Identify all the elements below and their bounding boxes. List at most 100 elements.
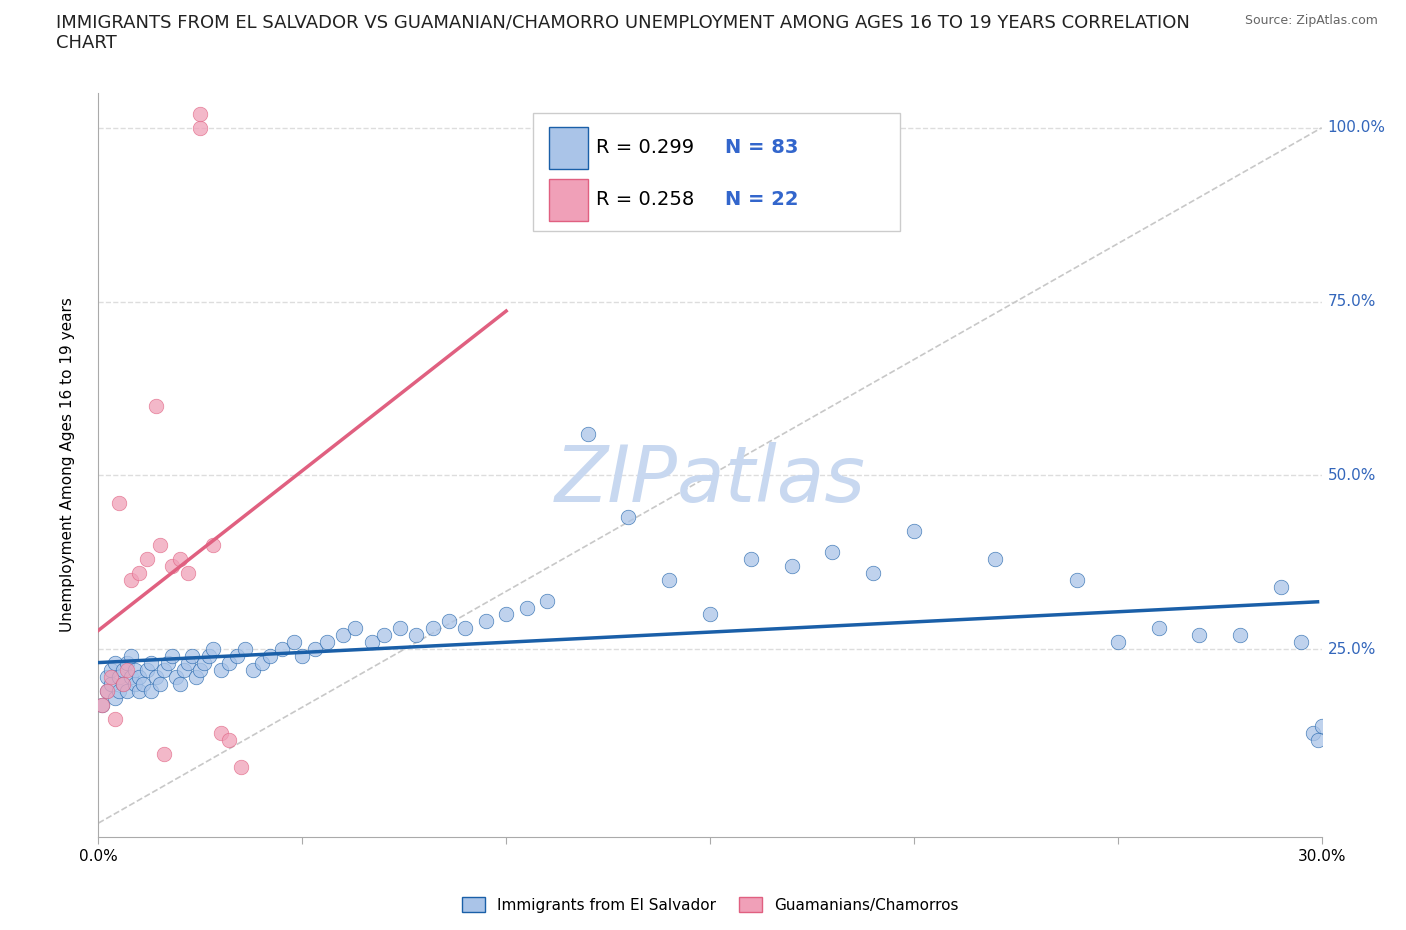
Point	[115, 663, 138, 678]
Point	[1291, 635, 1313, 650]
Point	[862, 565, 884, 580]
Point	[1302, 725, 1324, 740]
Point	[231, 760, 253, 775]
Point	[1066, 572, 1088, 587]
Point	[141, 656, 163, 671]
Text: IMMIGRANTS FROM EL SALVADOR VS GUAMANIAN/CHAMORRO UNEMPLOYMENT AMONG AGES 16 TO : IMMIGRANTS FROM EL SALVADOR VS GUAMANIAN…	[56, 14, 1189, 32]
Point	[536, 593, 558, 608]
Point	[128, 684, 150, 698]
Point	[699, 607, 721, 622]
Point	[132, 677, 155, 692]
Point	[145, 398, 167, 413]
Point	[186, 670, 208, 684]
Point	[1147, 621, 1170, 636]
Point	[233, 642, 256, 657]
Point	[128, 670, 150, 684]
FancyBboxPatch shape	[548, 179, 588, 221]
Point	[218, 656, 240, 671]
Point	[1270, 579, 1292, 594]
Point	[128, 565, 150, 580]
Point	[740, 551, 762, 566]
Text: Source: ZipAtlas.com: Source: ZipAtlas.com	[1244, 14, 1378, 27]
Point	[360, 635, 382, 650]
Point	[152, 746, 174, 761]
Point	[218, 732, 240, 747]
Point	[270, 642, 294, 657]
Point	[209, 663, 232, 678]
Point	[124, 677, 146, 692]
Point	[405, 628, 427, 643]
Point	[332, 628, 354, 643]
Text: 75.0%: 75.0%	[1327, 294, 1376, 309]
Point	[1229, 628, 1251, 643]
Text: ZIPatlas: ZIPatlas	[554, 442, 866, 518]
Point	[193, 656, 215, 671]
Point	[100, 663, 122, 678]
Text: 50.0%: 50.0%	[1327, 468, 1376, 483]
Point	[1306, 732, 1329, 747]
FancyBboxPatch shape	[533, 113, 900, 231]
Legend: Immigrants from El Salvador, Guamanians/Chamorros: Immigrants from El Salvador, Guamanians/…	[461, 897, 959, 912]
Point	[197, 649, 219, 664]
Point	[315, 635, 337, 650]
Point	[250, 656, 273, 671]
Point	[115, 684, 138, 698]
Point	[291, 649, 314, 664]
Point	[160, 649, 183, 664]
Point	[145, 670, 167, 684]
Point	[242, 663, 264, 678]
Point	[149, 538, 172, 552]
Point	[115, 656, 138, 671]
Text: 100.0%: 100.0%	[1327, 120, 1386, 135]
Text: R = 0.258: R = 0.258	[596, 190, 695, 209]
Point	[173, 663, 195, 678]
Point	[169, 677, 191, 692]
Point	[188, 663, 212, 678]
Point	[96, 684, 118, 698]
Point	[156, 656, 179, 671]
FancyBboxPatch shape	[548, 127, 588, 169]
Point	[177, 565, 200, 580]
Point	[108, 496, 131, 511]
Point	[96, 670, 118, 684]
Point	[188, 106, 212, 121]
Point	[283, 635, 305, 650]
Point	[437, 614, 460, 629]
Point	[821, 544, 844, 559]
Point	[111, 677, 134, 692]
Point	[209, 725, 232, 740]
Point	[104, 711, 127, 726]
Point	[120, 670, 142, 684]
Point	[136, 663, 159, 678]
Text: N = 22: N = 22	[724, 190, 799, 209]
Point	[617, 510, 640, 525]
Point	[96, 684, 118, 698]
Point	[201, 642, 224, 657]
Text: R = 0.299: R = 0.299	[596, 138, 695, 157]
Point	[160, 558, 183, 573]
Point	[259, 649, 281, 664]
Y-axis label: Unemployment Among Ages 16 to 19 years: Unemployment Among Ages 16 to 19 years	[60, 298, 75, 632]
Point	[108, 670, 131, 684]
Point	[91, 698, 114, 712]
Point	[1310, 718, 1333, 733]
Point	[104, 656, 127, 671]
Point	[201, 538, 224, 552]
Text: 25.0%: 25.0%	[1327, 642, 1376, 657]
Point	[152, 663, 174, 678]
Point	[188, 120, 212, 135]
Point	[474, 614, 498, 629]
Point	[576, 426, 599, 441]
Point	[104, 690, 127, 705]
Text: CHART: CHART	[56, 34, 117, 52]
Point	[120, 649, 142, 664]
Point	[177, 656, 200, 671]
Point	[100, 677, 122, 692]
Point	[495, 607, 517, 622]
Text: N = 83: N = 83	[724, 138, 799, 157]
Point	[304, 642, 326, 657]
Point	[91, 698, 114, 712]
Point	[373, 628, 395, 643]
Point	[344, 621, 367, 636]
Point	[516, 600, 538, 615]
